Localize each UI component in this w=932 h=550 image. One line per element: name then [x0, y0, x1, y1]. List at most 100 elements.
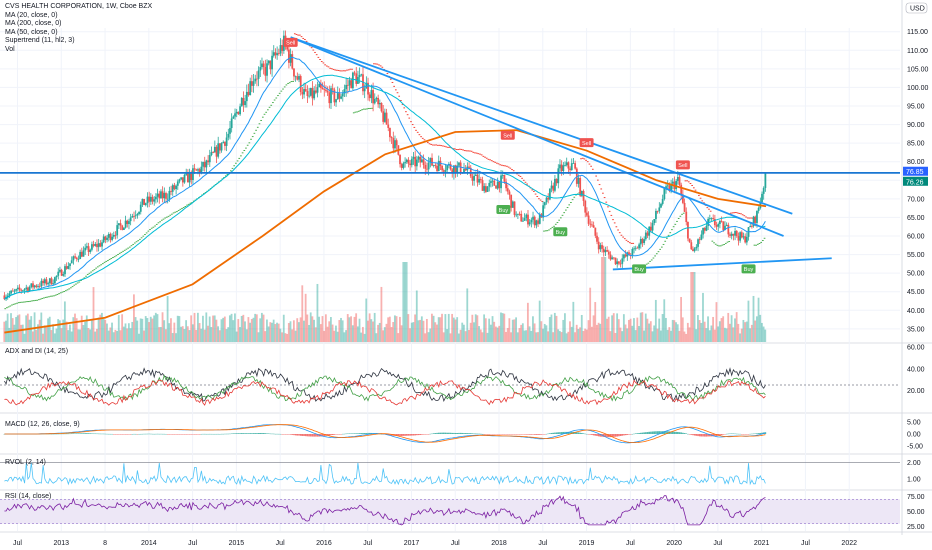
macd-histogram-bar [345, 433, 347, 435]
legend-supertrend[interactable]: Supertrend (11, hl2, 3) [5, 37, 75, 45]
candle [158, 190, 161, 204]
candle-body [133, 216, 135, 217]
candle-body [257, 70, 260, 79]
candle-body [729, 234, 731, 236]
candle-body [528, 222, 531, 225]
candle [656, 210, 659, 214]
candle-body [520, 213, 523, 222]
macd-histogram-bar [261, 432, 263, 434]
macd-histogram-bar [316, 434, 319, 437]
volume-bar [501, 313, 504, 342]
volume-bar [37, 324, 39, 342]
legend-ma50[interactable]: MA (50, close, 0) [5, 28, 58, 36]
macd-histogram-bar [560, 432, 563, 434]
macd-histogram-bar [506, 434, 509, 435]
candle [493, 178, 496, 186]
macd-histogram-bar [333, 434, 336, 435]
rvol-pane-label[interactable]: RVOL (2, 14) [5, 459, 46, 466]
macd-histogram-bar [340, 434, 342, 435]
macd-pane-label[interactable]: MACD (12, 26, close, 9) [5, 421, 80, 428]
macd-histogram-bar [192, 434, 194, 435]
candle [712, 214, 715, 221]
candle [719, 219, 721, 229]
macd-histogram-bar [683, 433, 686, 434]
volume-bar [52, 324, 55, 342]
candle [330, 85, 332, 110]
volume-bar [154, 312, 157, 342]
candle-body [362, 74, 364, 92]
volume-bar [267, 326, 270, 342]
time-tick-label: 2021 [754, 540, 770, 547]
rsi-pane-label[interactable]: RSI (14, close) [5, 493, 52, 500]
price-tick-label: 70.00 [907, 196, 925, 203]
volume-bar [577, 328, 580, 342]
candle [353, 70, 356, 76]
adx-pane-label[interactable]: ADX and DI (14, 25) [5, 348, 69, 355]
macd-histogram-bar [604, 434, 607, 438]
legend-ma200[interactable]: MA (200, close, 0) [5, 20, 62, 28]
candle-body [144, 203, 147, 206]
volume-bar [203, 329, 206, 342]
legend-volume[interactable]: Vol [5, 45, 15, 53]
candle-body [301, 91, 304, 95]
volume-bar [663, 299, 666, 342]
candle [75, 256, 78, 262]
candle [685, 207, 688, 226]
volume-bar [757, 297, 760, 342]
candle [57, 268, 60, 280]
volume-bar [346, 314, 349, 342]
candle [28, 285, 31, 292]
volume-bar [279, 328, 282, 342]
candle-body [89, 249, 92, 252]
legend-ma20[interactable]: MA (20, close, 0) [5, 11, 58, 19]
candle-body [264, 67, 267, 76]
candle-body [121, 225, 124, 231]
macd-histogram-bar [308, 434, 310, 437]
candle-body [668, 185, 671, 192]
volume-bar [739, 333, 741, 342]
candle [680, 182, 683, 200]
candle [518, 211, 521, 216]
price-tick-label: 100.00 [907, 85, 929, 92]
candle-body [666, 185, 669, 187]
volume-bar [762, 326, 765, 342]
macd-histogram-bar [72, 433, 75, 434]
volume-bar [117, 315, 120, 342]
candle-body [586, 212, 588, 216]
macd-histogram-bar [587, 434, 590, 435]
candle-body [594, 227, 597, 236]
candle [444, 163, 447, 178]
volume-bar [656, 328, 659, 342]
candle [639, 236, 642, 249]
macd-histogram-bar [70, 433, 73, 435]
volume-bar [680, 296, 682, 342]
candle [362, 66, 364, 96]
macd-histogram-bar [102, 433, 105, 435]
candle [633, 246, 635, 254]
candle-body [245, 91, 248, 102]
macd-histogram-bar [533, 434, 536, 435]
volume-bar [340, 317, 342, 342]
candle [660, 202, 662, 209]
candle-body [101, 242, 103, 247]
candle [6, 292, 9, 300]
candle [119, 219, 122, 231]
candle-body [129, 217, 132, 222]
candle [644, 230, 647, 241]
candle-body [42, 280, 45, 284]
volume-bar [621, 331, 624, 342]
macd-tick-label: 0.00 [907, 432, 921, 439]
volume-bar [419, 319, 422, 342]
volume-bar [67, 330, 70, 342]
candle-body [490, 181, 492, 183]
candle [469, 165, 472, 179]
candle [409, 160, 412, 171]
macd-histogram-bar [480, 433, 482, 435]
candle [64, 264, 66, 278]
candle-body [3, 295, 6, 300]
candle-body [565, 162, 568, 166]
candle-body [306, 91, 309, 96]
candle-body [410, 158, 413, 166]
